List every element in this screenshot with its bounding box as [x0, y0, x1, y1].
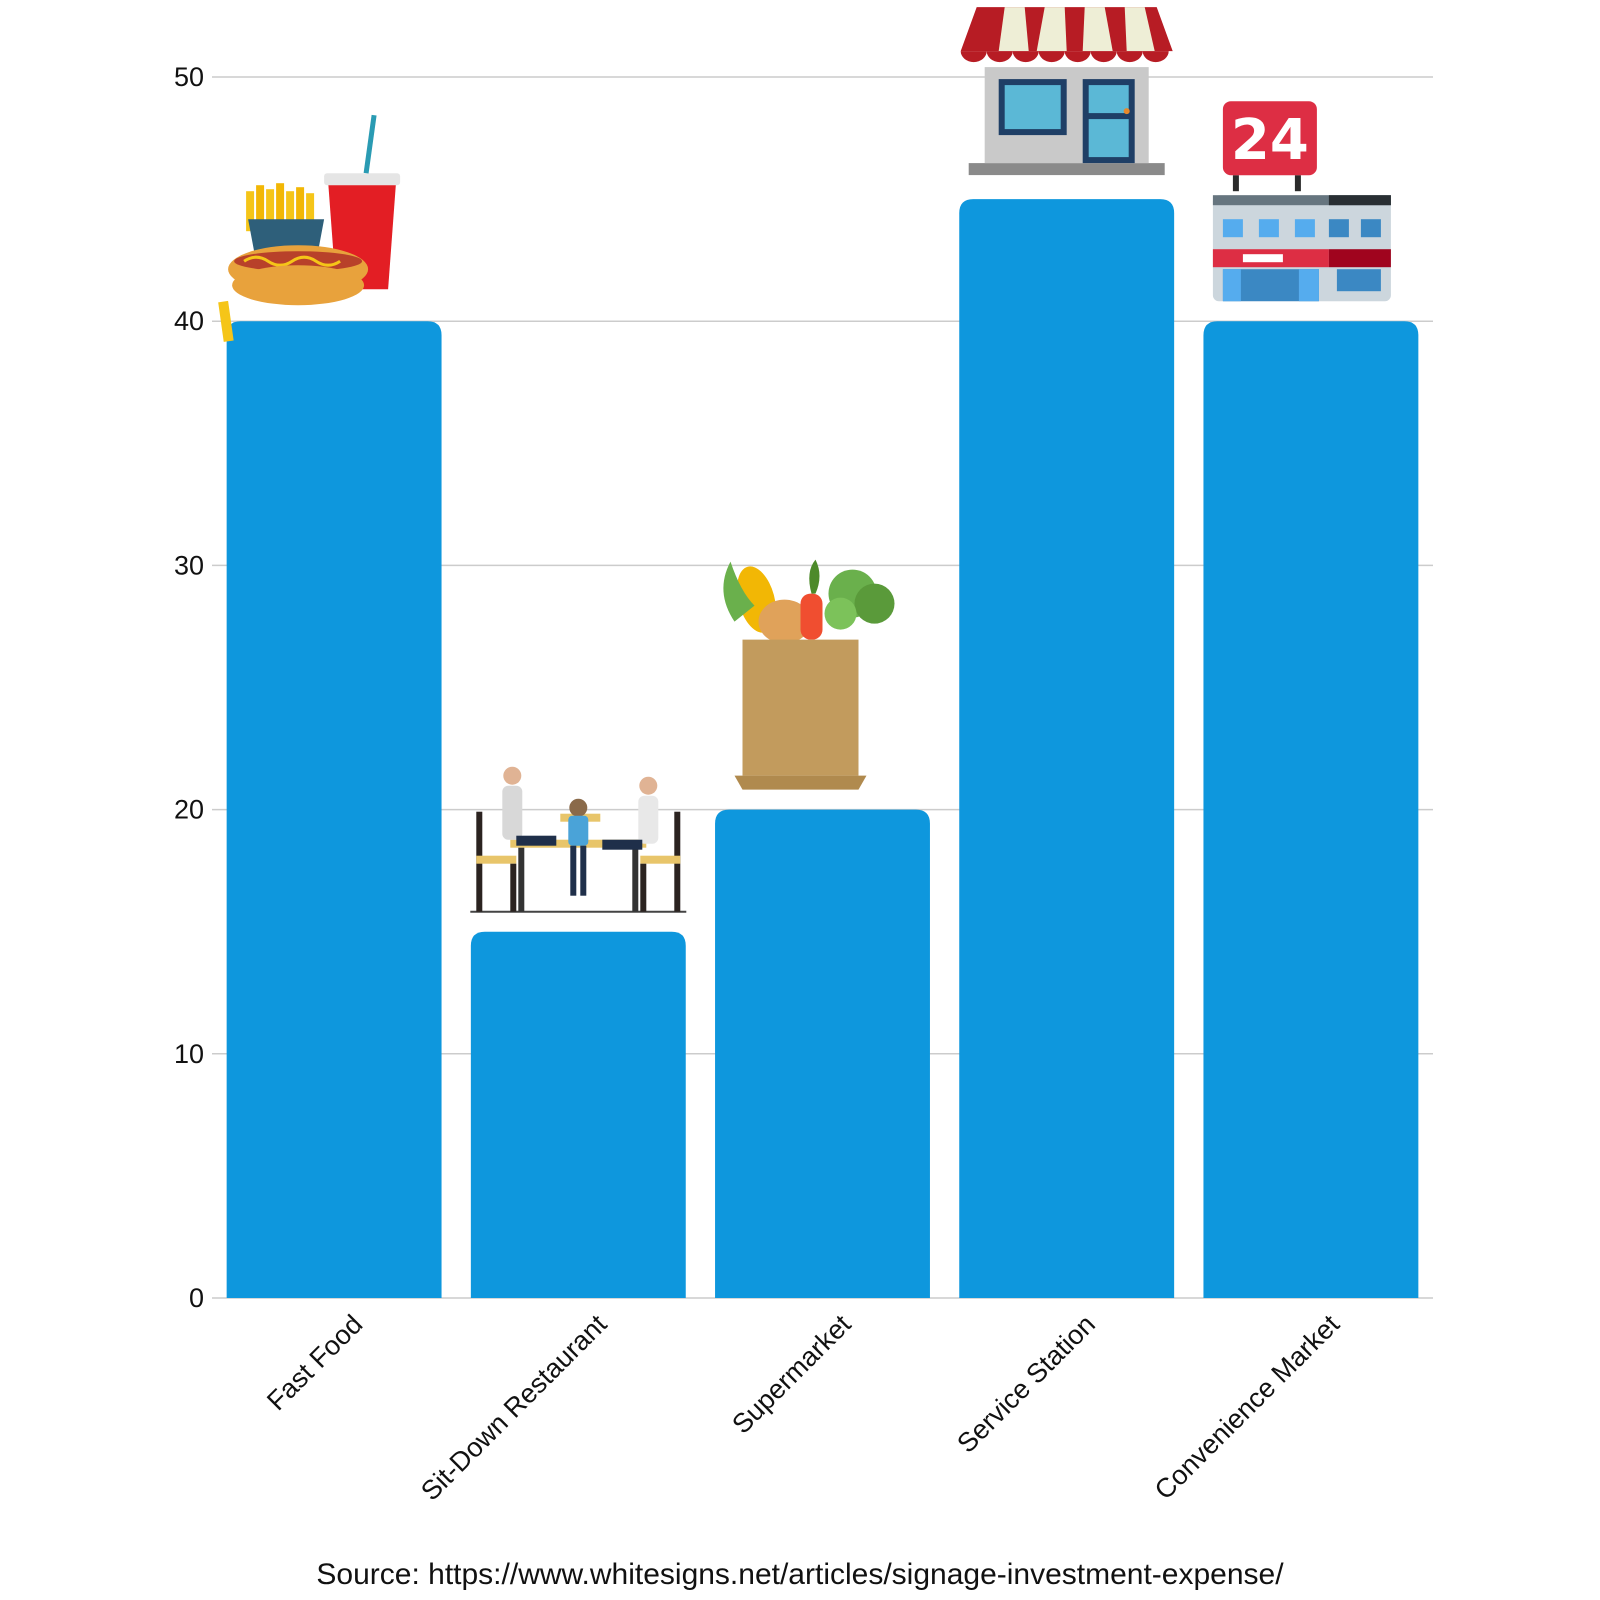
storefront-icon — [960, 7, 1173, 176]
bar — [1203, 321, 1419, 1298]
y-tick-label: 30 — [174, 550, 204, 580]
24-hour-store-icon: 24 — [1212, 101, 1391, 302]
x-tick-label: Supermarket — [726, 1309, 857, 1440]
y-axis: 0 10 20 30 40 50 — [174, 62, 204, 1313]
source-citation: Source: https://www.whitesigns.net/artic… — [316, 1558, 1284, 1591]
y-tick-label: 50 — [174, 62, 204, 92]
bars — [226, 199, 1419, 1299]
bar — [715, 809, 930, 1298]
y-tick-label: 20 — [174, 795, 204, 825]
y-tick-label: 10 — [174, 1039, 204, 1069]
bar — [226, 321, 442, 1298]
bar — [470, 931, 686, 1298]
bar — [959, 199, 1175, 1299]
y-tick-label: 40 — [174, 306, 204, 336]
24-sign-text: 24 — [1231, 108, 1309, 173]
fast-food-icon — [218, 114, 401, 342]
y-tick-label: 0 — [189, 1283, 204, 1313]
x-axis-labels: Fast Food Sit-Down Restaurant Supermarket S… — [261, 1309, 1345, 1507]
family-dining-icon — [470, 766, 687, 913]
x-tick-label: Sit-Down Restaurant — [415, 1309, 613, 1507]
x-tick-label: Convenience Market — [1149, 1309, 1346, 1506]
x-tick-label: Fast Food — [261, 1309, 368, 1416]
grocery-bag-icon — [723, 559, 895, 790]
x-tick-label: Service Station — [951, 1309, 1101, 1459]
